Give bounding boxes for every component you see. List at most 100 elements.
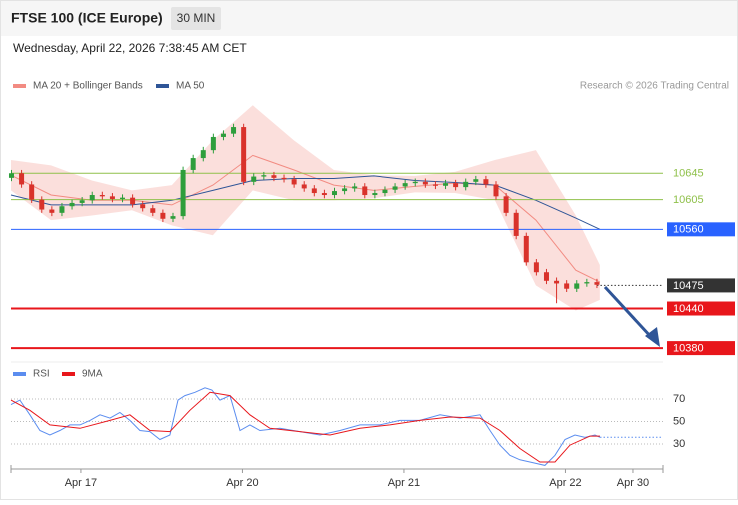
level-label-box (667, 222, 735, 237)
candle-body (200, 150, 206, 159)
x-tick-label: Apr 17 (65, 477, 97, 489)
legend-swatch (13, 84, 26, 88)
candle-body (402, 183, 408, 187)
candle-body (190, 158, 196, 170)
legend-label: 9MA (82, 369, 103, 380)
candle-body (301, 184, 307, 189)
legend-swatch (156, 84, 169, 88)
candle-body (564, 283, 570, 289)
candle-body (281, 177, 287, 180)
candle-body (523, 235, 529, 263)
x-tick-label: Apr 22 (549, 477, 581, 489)
candle-body (241, 127, 247, 182)
candle-body (271, 175, 277, 178)
candle-body (109, 196, 115, 199)
legend-swatch (13, 372, 26, 376)
candle-body (372, 193, 378, 196)
legend-swatch (62, 372, 75, 376)
legend-label: RSI (33, 369, 50, 380)
timeframe: 30 MIN (177, 11, 216, 25)
title: FTSE 100 (ICE Europe) (11, 10, 163, 26)
candle-body (342, 188, 348, 192)
candle-body (543, 272, 549, 281)
header-band (1, 1, 737, 36)
candle-body (584, 282, 590, 284)
candle-body (19, 173, 25, 185)
candle-body (49, 209, 55, 213)
candle-body (291, 179, 297, 185)
level-label-box (667, 341, 735, 356)
y-tick-label: 30 (673, 438, 685, 450)
candle-body (331, 191, 337, 196)
bollinger-band (11, 105, 600, 311)
candle-body (362, 186, 368, 196)
candle-body (150, 208, 156, 213)
level-label: 10475 (673, 280, 704, 292)
level-label-box (667, 301, 735, 316)
datetime: Wednesday, April 22, 2026 7:38:45 AM CET (13, 41, 247, 55)
candle-body (412, 181, 418, 184)
candle-body (99, 195, 105, 197)
candle-body (503, 196, 509, 213)
candle-body (120, 197, 126, 199)
candle-body (311, 188, 317, 194)
candle-body (574, 283, 580, 289)
candle-body (29, 184, 35, 200)
candle-body (180, 169, 186, 217)
candle-body (453, 183, 459, 188)
legend-label: MA 50 (176, 81, 205, 92)
candle-body (59, 206, 65, 213)
rsi-panel: RSI 9MA 30 50 70 Apr 17 Apr 20 Apr 21 Apr 22 Apr … (10, 369, 685, 489)
level-label-box (667, 278, 735, 293)
candle-body (39, 199, 45, 210)
forecast-arrow (603, 285, 654, 340)
candle-body (210, 136, 216, 151)
candle-body (8, 173, 14, 178)
candle-body (382, 189, 388, 194)
legend-label: MA 20 + Bollinger Bands (33, 81, 143, 92)
candle-body (220, 133, 226, 137)
candle-body (231, 127, 237, 134)
candle-body (533, 262, 539, 273)
candle-body (321, 193, 327, 196)
timeframe-badge (171, 7, 221, 30)
ma-line (10, 175, 601, 230)
candle-body (170, 216, 176, 219)
credit: Research © 2026 Trading Central (580, 81, 729, 92)
level-label: 10440 (673, 303, 704, 315)
candle-body (251, 176, 257, 182)
candle-body (493, 184, 499, 197)
y-tick-label: 50 (673, 415, 685, 427)
candle-body (352, 186, 358, 189)
x-tick-label: Apr 30 (617, 477, 649, 489)
candle-body (79, 200, 85, 203)
candle-body (130, 197, 136, 205)
price-panel: MA 20 + Bollinger Bands MA 50 10645 10605 10… (8, 81, 735, 356)
candle-body (261, 175, 267, 177)
candle-body (463, 181, 469, 188)
y-tick-label: 70 (673, 393, 685, 405)
candle-body (69, 202, 75, 207)
indicator-line (10, 391, 600, 463)
level-label: 10380 (673, 343, 704, 355)
candle-body (443, 183, 449, 186)
level-label: 10645 (673, 168, 704, 180)
forecast-arrowhead (645, 327, 660, 347)
candle-body (89, 195, 95, 201)
candle-body (554, 280, 560, 284)
candle-body (140, 204, 146, 209)
x-tick-label: Apr 20 (226, 477, 258, 489)
level-label: 10560 (673, 224, 704, 236)
x-tick-label: Apr 21 (388, 477, 420, 489)
candle-body (594, 282, 600, 285)
level-label: 10605 (673, 194, 704, 206)
indicator-line (10, 387, 601, 466)
candle-body (160, 212, 166, 219)
candle-body (473, 179, 479, 182)
candle-body (483, 179, 489, 185)
candle-body (392, 186, 398, 190)
candle-body (422, 181, 428, 185)
candle-body (432, 184, 438, 186)
